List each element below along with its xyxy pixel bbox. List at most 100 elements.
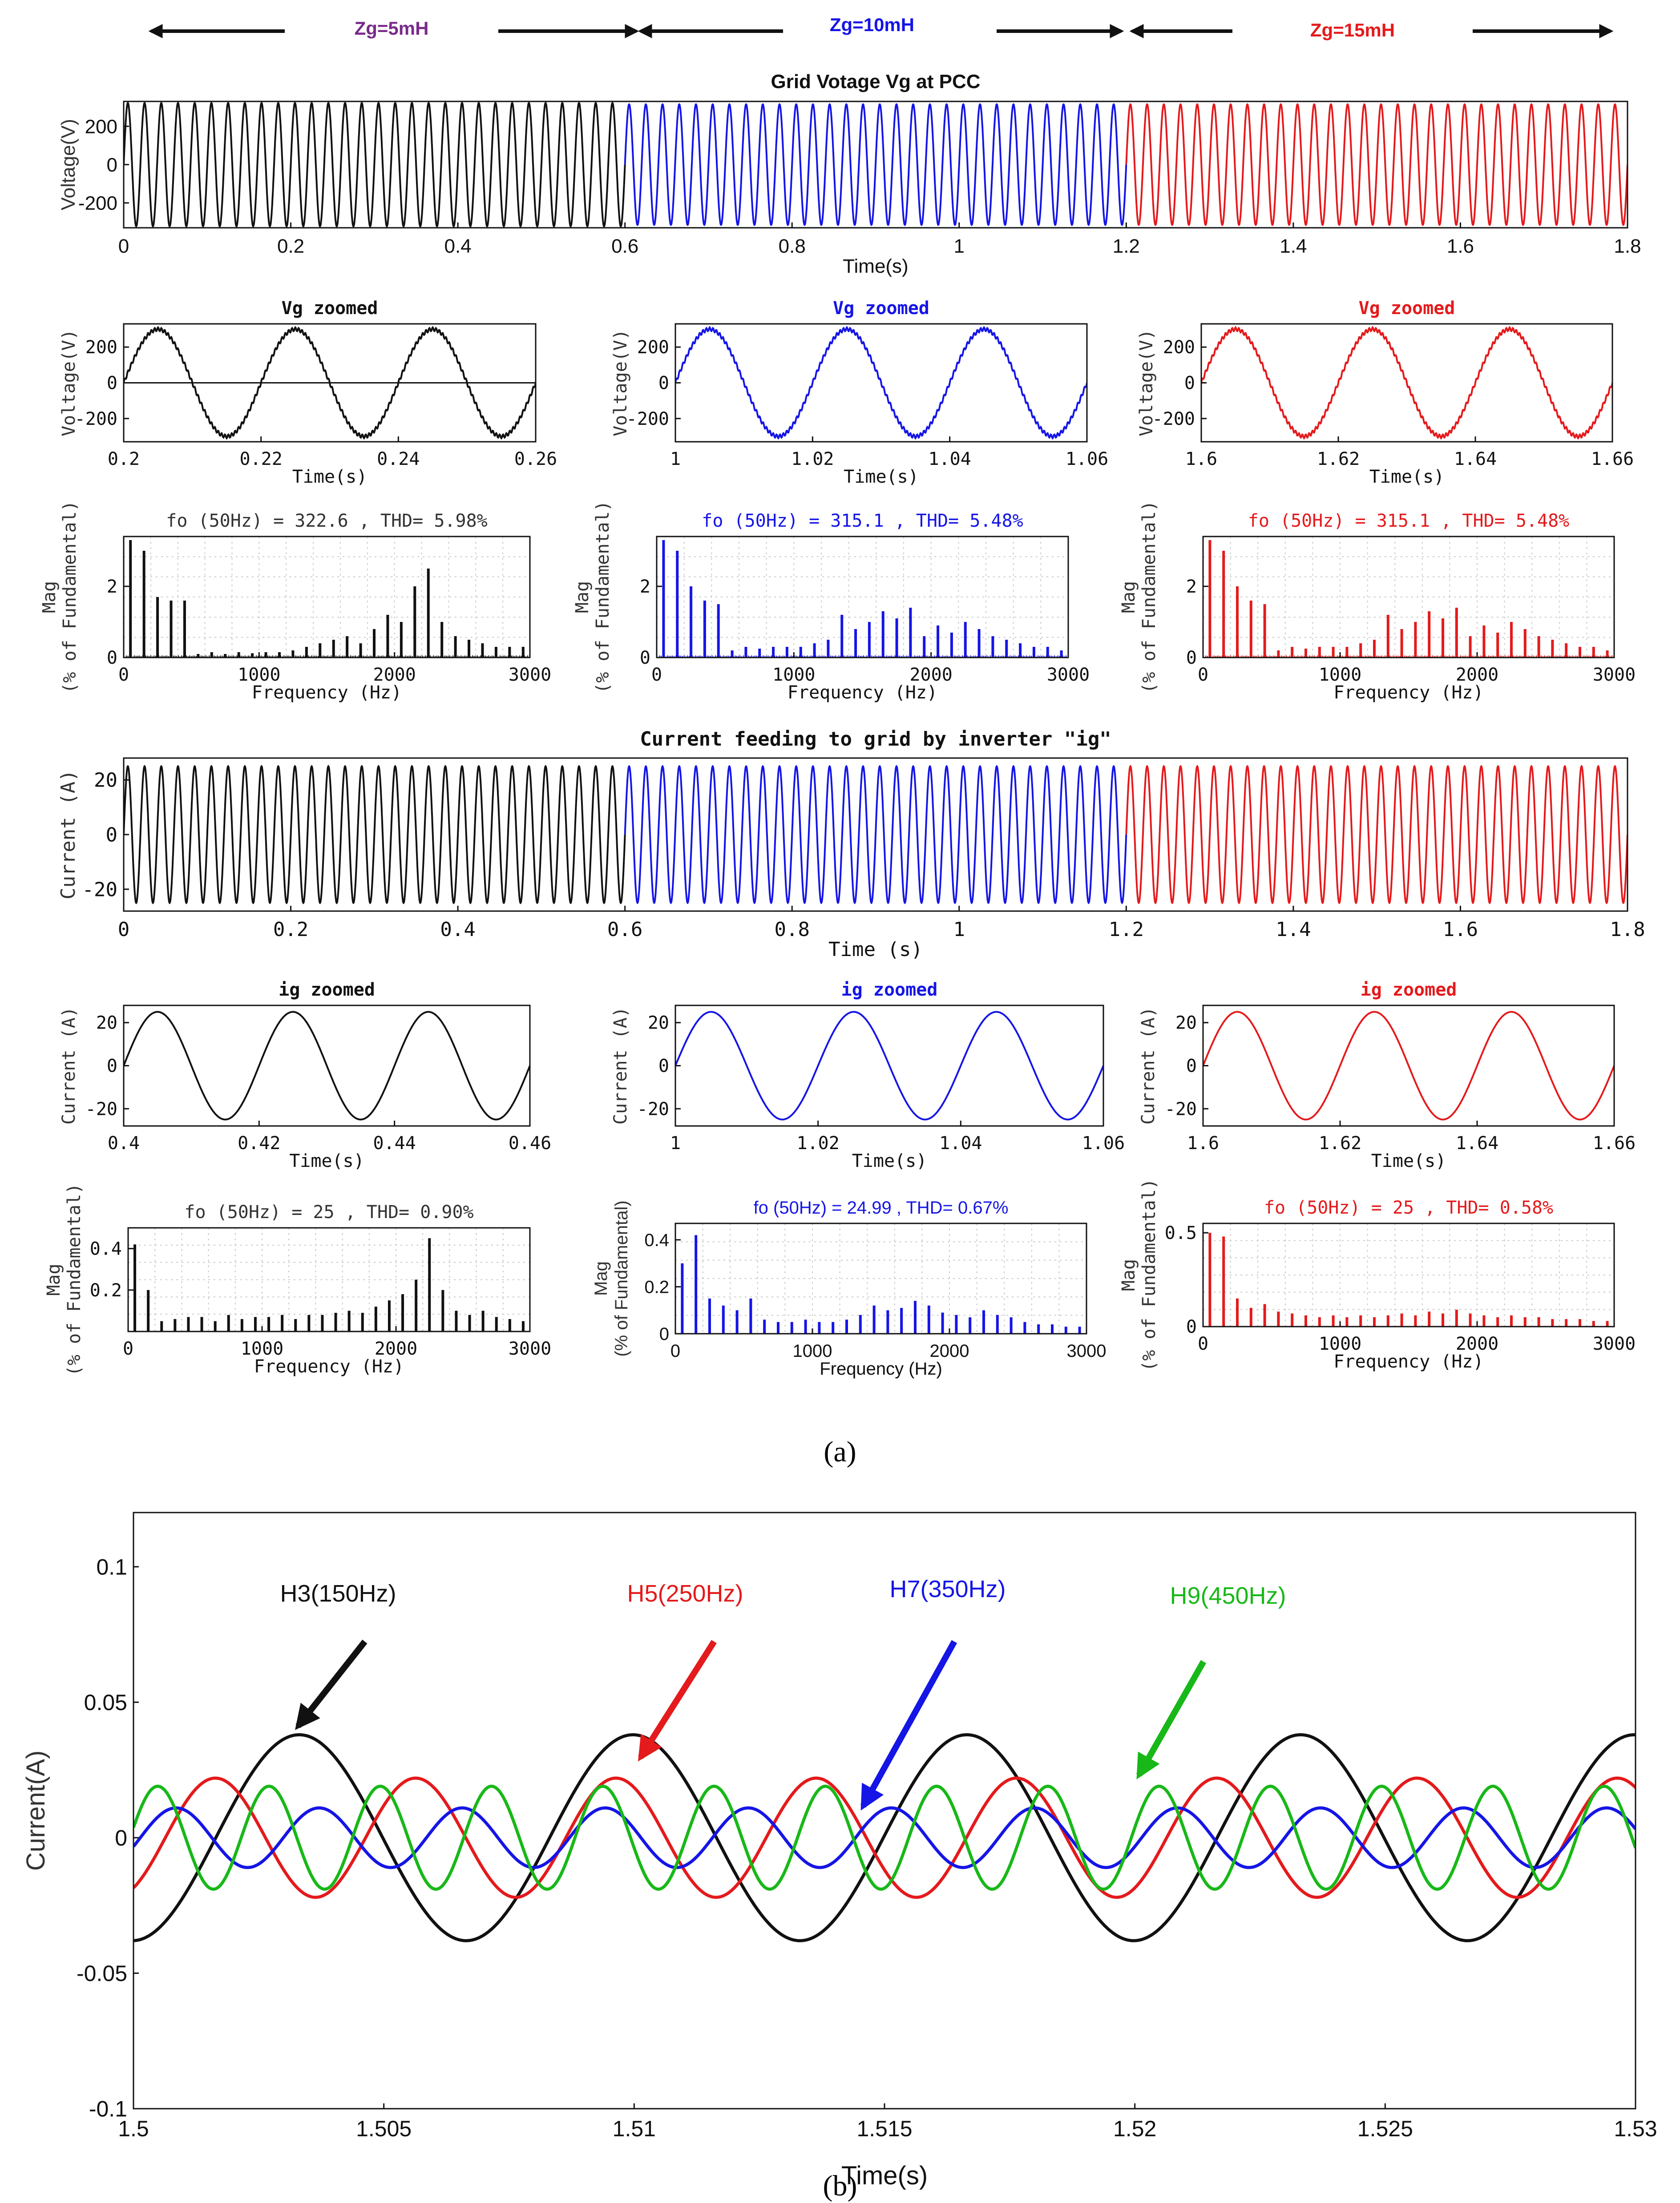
series-group [124, 765, 1628, 904]
y-axis-label: Mag(% of Fundamental) [1119, 1178, 1159, 1371]
x-tick-label: 3000 [1067, 1341, 1107, 1361]
series-group [1201, 326, 1612, 440]
chart-title: Vg zoomed [282, 298, 378, 319]
chart-ig_full: 0 0.2 0.4 0.6 0.8 1 1.2 1.4 1.6 1.8-20020Current … [57, 728, 1645, 961]
x-tick-label: 0.44 [373, 1133, 416, 1154]
x-tick-label: 1.66 [1593, 1133, 1636, 1154]
series-group [1205, 540, 1613, 658]
y-axis-label-line: Mag [591, 1261, 611, 1296]
x-tick-label: 1.8 [1614, 235, 1641, 257]
chart-title: Grid Votage Vg at PCC [771, 71, 980, 93]
x-tick-label: 3000 [1593, 1334, 1636, 1354]
y-axis-label-line: (% of Fundamental) [593, 500, 613, 693]
x-tick-label: 0.8 [779, 235, 806, 257]
y-tick-label: 0 [107, 648, 117, 668]
y-tick-label: 0.4 [644, 1231, 669, 1250]
x-axis-label: Frequency (Hz) [1333, 1352, 1483, 1372]
x-tick-label: 1000 [238, 665, 280, 685]
x-tick-label: 1000 [772, 665, 815, 685]
x-tick-label: 1.66 [1591, 449, 1634, 469]
x-tick-label: 1.515 [856, 2116, 912, 2141]
x-tick-label: 1.04 [929, 449, 971, 469]
chart-title: Vg zoomed [833, 298, 929, 319]
chart-vg_zoom_1: 0.2 0.22 0.24 0.26 -200 0 200 Vg zoomed Time(s) V… [59, 298, 557, 487]
y-axis-label: Voltage(V) [57, 119, 79, 210]
x-tick-label: 0.46 [509, 1133, 551, 1154]
series-line [133, 1806, 1636, 1869]
y-tick-label: 0 [107, 373, 117, 394]
x-tick-label: 3000 [1593, 665, 1636, 685]
harmonic-arrow-h9 [1136, 1660, 1207, 1779]
x-tick-label: 0.8 [774, 918, 809, 941]
y-tick-label: -20 [82, 878, 117, 901]
series-line [1203, 1011, 1614, 1121]
chart-ig_fft_3: 0 1000 2000 3000 0 0.5 fo (50Hz) = 25 , THD= 0… [1119, 1178, 1636, 1372]
x-tick-label: 0.6 [607, 918, 642, 941]
chart-title: ig zoomed [841, 980, 938, 1000]
y-tick-label: -0.1 [89, 2097, 127, 2122]
x-tick-label: 0.24 [377, 449, 420, 469]
zg-annotations: Zg=5mH Zg=10mH Zg=15mH [148, 14, 1614, 40]
y-axis-label-line: Voltage(V) [59, 329, 79, 436]
y-tick-label: 0 [1186, 1317, 1197, 1337]
y-tick-label: 0 [1186, 648, 1197, 668]
x-tick-label: 1 [954, 235, 965, 257]
axes-frame [127, 1227, 531, 1332]
series-group [130, 1238, 529, 1331]
x-tick-label: 1.4 [1276, 918, 1311, 941]
chart-title: ig zoomed [1361, 980, 1457, 1000]
y-tick-label: -20 [1165, 1099, 1197, 1119]
y-axis-label-line: (% of Fundamental) [60, 500, 80, 693]
zg-label-5mh: Zg=5mH [355, 18, 429, 39]
y-axis-label: Voltage(V) [59, 329, 79, 436]
y-axis-label: Voltage(V) [1136, 329, 1157, 436]
series-group [124, 101, 1628, 228]
x-tick-label: 1.5 [118, 2116, 149, 2141]
y-axis-label: Current (A) [610, 1007, 631, 1125]
x-tick-label: 0 [670, 1341, 680, 1361]
x-tick-label: 1.04 [939, 1133, 982, 1154]
y-tick-label: 20 [1175, 1013, 1197, 1033]
y-tick-label: 200 [1163, 337, 1195, 358]
x-tick-label: 1.06 [1082, 1133, 1125, 1154]
y-axis-label-line: Voltage(V) [57, 119, 79, 210]
x-tick-label: 0 [651, 665, 662, 685]
y-axis-label-line: Current (A) [59, 1007, 79, 1125]
y-axis-label-line: Current (A) [1138, 1007, 1159, 1125]
x-tick-label: 0.22 [240, 449, 283, 469]
x-tick-label: 1.52 [1113, 2116, 1156, 2141]
x-tick-label: 1.6 [1187, 1133, 1219, 1154]
y-tick-label: 20 [96, 1013, 117, 1033]
chart-title: fo (50Hz) = 315.1 , THD= 5.48% [1248, 511, 1569, 531]
x-tick-label: 1.525 [1357, 2116, 1413, 2141]
harmonic-arrow-h5 [638, 1640, 717, 1762]
chart-ig_zoom_3: 1.6 1.62 1.64 1.66 -20 0 20 ig zoomed Time(s) Cur… [1138, 980, 1636, 1171]
x-tick-label: 2000 [1456, 1334, 1498, 1354]
chart-ig_zoom_2: 1 1.02 1.04 1.06 -20 0 20 ig zoomed Time(s) Curre… [610, 980, 1125, 1171]
y-tick-label: -200 [75, 409, 117, 429]
x-tick-label: 0 [118, 665, 129, 685]
y-tick-label: -20 [637, 1099, 669, 1119]
y-tick-label: 0 [106, 823, 118, 846]
x-tick-label: 0.4 [444, 235, 472, 257]
y-tick-label: 0.1 [96, 1554, 127, 1579]
y-tick-label: 0 [658, 1056, 669, 1077]
chart-vg_zoom_3: 1.6 1.62 1.64 1.66 -200 0 200 Vg zoomed Time(s) V… [1136, 298, 1634, 487]
x-tick-label: 0.4 [440, 918, 475, 941]
y-tick-label: 0.05 [84, 1690, 127, 1715]
harmonic-label-h5: H5(250Hz) [627, 1580, 743, 1607]
x-tick-label: 1.02 [797, 1133, 840, 1154]
series-line [133, 1733, 1636, 1942]
series-line [1201, 326, 1612, 440]
x-tick-label: 0 [123, 1339, 133, 1359]
x-tick-label: 1000 [793, 1341, 832, 1361]
y-tick-label: 0.2 [644, 1277, 669, 1297]
x-axis-label: Time(s) [1371, 1151, 1446, 1171]
series-line [675, 326, 1087, 440]
x-tick-label: 2000 [373, 665, 416, 685]
x-tick-label: 0 [118, 918, 130, 941]
x-axis-label: Time(s) [844, 467, 919, 487]
y-axis-label-line: Mag [1119, 1259, 1139, 1291]
chart-vg_zoom_2: 1 1.02 1.04 1.06 -200 0 200 Vg zoomed Time(s) Vol… [610, 298, 1108, 487]
